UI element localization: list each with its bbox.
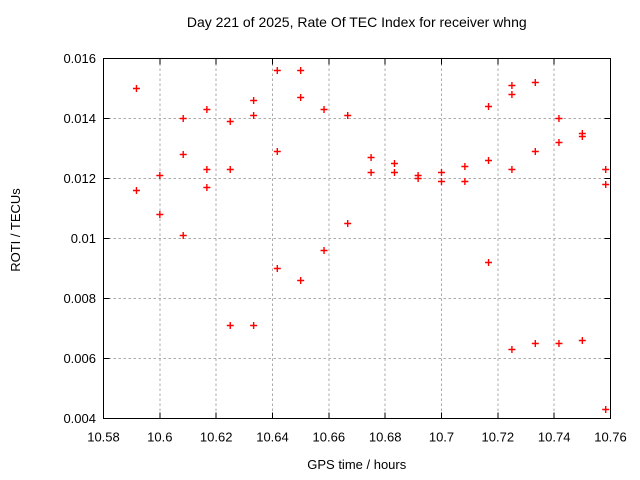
- data-point-marker: [461, 163, 469, 170]
- data-point-marker: [250, 112, 258, 119]
- data-point-marker: [602, 166, 610, 173]
- gridlines: [103, 58, 611, 419]
- y-tick-label: 0.016: [63, 51, 96, 66]
- chart-title: Day 221 of 2025, Rate Of TEC Index for r…: [187, 14, 527, 30]
- x-tick-label: 10.72: [482, 430, 515, 445]
- x-tick-label: 10.6: [147, 430, 172, 445]
- y-tick-label: 0.014: [63, 111, 96, 126]
- data-point-marker: [250, 97, 258, 104]
- data-points: [132, 67, 610, 413]
- data-point-marker: [508, 346, 516, 353]
- data-point-marker: [320, 106, 328, 113]
- data-point-marker: [344, 220, 352, 227]
- data-point-marker: [508, 82, 516, 89]
- data-point-marker: [132, 85, 140, 92]
- data-point-marker: [578, 337, 586, 344]
- data-point-marker: [531, 340, 539, 347]
- data-point-marker: [320, 247, 328, 254]
- data-point-marker: [461, 178, 469, 185]
- data-point-marker: [602, 406, 610, 413]
- data-point-marker: [179, 115, 187, 122]
- data-point-marker: [179, 232, 187, 239]
- data-point-marker: [578, 133, 586, 140]
- data-point-marker: [226, 166, 234, 173]
- data-point-marker: [555, 115, 563, 122]
- data-point-marker: [438, 178, 445, 185]
- axis-ticks: [103, 58, 611, 419]
- data-point-marker: [555, 340, 563, 347]
- x-tick-label: 10.62: [200, 430, 233, 445]
- y-tick-label: 0.004: [63, 411, 96, 426]
- data-point-marker: [297, 94, 305, 101]
- x-axis-label: GPS time / hours: [307, 457, 406, 472]
- data-point-marker: [203, 184, 211, 191]
- data-point-marker: [602, 181, 610, 188]
- data-point-marker: [203, 106, 211, 113]
- data-point-marker: [273, 148, 281, 155]
- y-tick-labels: 0.004 0.006 0.008 0.01 0.012 0.014 0.016: [63, 51, 96, 426]
- data-point-marker: [156, 211, 164, 218]
- y-tick-label: 0.012: [63, 171, 96, 186]
- data-point-marker: [485, 103, 493, 110]
- data-point-marker: [367, 169, 375, 176]
- data-point-marker: [226, 322, 234, 329]
- x-tick-label: 10.66: [313, 430, 346, 445]
- data-point-marker: [438, 169, 445, 176]
- data-point-marker: [273, 67, 281, 74]
- x-tick-label: 10.68: [369, 430, 402, 445]
- x-tick-label: 10.64: [256, 430, 289, 445]
- data-point-marker: [226, 118, 234, 125]
- y-axis-label: ROTI / TECUs: [8, 188, 23, 272]
- data-point-marker: [344, 112, 352, 119]
- x-tick-label: 10.74: [538, 430, 571, 445]
- y-tick-label: 0.008: [63, 291, 96, 306]
- data-point-marker: [390, 160, 398, 167]
- data-point-marker: [297, 67, 305, 74]
- data-point-marker: [414, 175, 422, 182]
- data-point-marker: [390, 169, 398, 176]
- data-point-marker: [531, 148, 539, 155]
- data-point-marker: [485, 259, 493, 266]
- data-point-marker: [555, 139, 563, 146]
- data-point-marker: [531, 79, 539, 86]
- data-point-marker: [250, 322, 258, 329]
- data-point-marker: [132, 187, 140, 194]
- data-point-marker: [297, 277, 305, 284]
- y-tick-label: 0.01: [71, 231, 96, 246]
- data-point-marker: [367, 154, 375, 161]
- x-tick-labels: 10.58 10.6 10.62 10.64 10.66 10.68 10.7 10.72 10…: [87, 430, 627, 445]
- data-point-marker: [273, 265, 281, 272]
- data-point-marker: [508, 166, 516, 173]
- data-point-marker: [179, 151, 187, 158]
- data-point-marker: [485, 157, 493, 164]
- data-point-marker: [508, 91, 516, 98]
- data-point-marker: [156, 172, 164, 179]
- data-point-marker: [203, 166, 211, 173]
- x-tick-label: 10.7: [429, 430, 454, 445]
- y-tick-label: 0.006: [63, 351, 96, 366]
- x-tick-label: 10.76: [594, 430, 627, 445]
- x-tick-label: 10.58: [87, 430, 120, 445]
